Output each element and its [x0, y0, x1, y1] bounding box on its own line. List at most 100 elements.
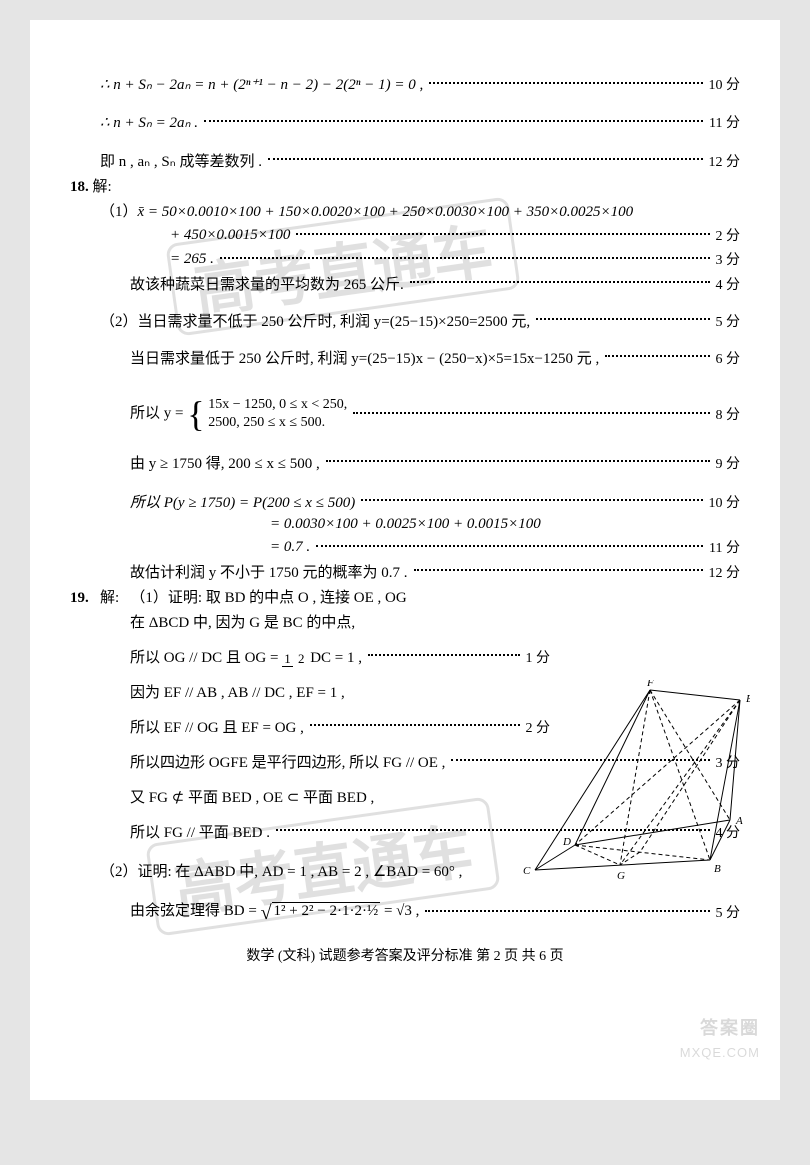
- q18-p1-l3-score: 3 分: [716, 249, 741, 269]
- dots: [268, 157, 703, 160]
- q19-l10-score: 5 分: [716, 902, 741, 922]
- geometry-diagram: FEADBCG: [520, 680, 750, 880]
- q18-p2-l1-score: 5 分: [716, 311, 741, 331]
- sqrt-icon: √: [261, 902, 272, 924]
- q17-l3-math: 即 n , aₙ , Sₙ 成等差数列 .: [100, 150, 262, 171]
- q19-l5-text: 所以 EF // OG 且 EF = OG ,: [130, 716, 304, 737]
- dots: [326, 459, 710, 462]
- q18-p2-l5a-score: 10 分: [709, 492, 741, 512]
- svg-text:B: B: [714, 863, 721, 875]
- q18-p1-l1: （1）x̄ = 50×0.0010×100 + 150×0.0020×100 +…: [70, 200, 740, 221]
- q19-l10: 由余弦定理得 BD = √1² + 2² − 2·1·2·½ = √3 , 5 …: [70, 899, 740, 925]
- q18-p2-l6-score: 12 分: [709, 562, 741, 582]
- q18-p2-l5c-score: 11 分: [709, 537, 740, 557]
- dots: [316, 544, 703, 547]
- svg-text:A: A: [735, 815, 743, 827]
- q17-l1-score: 10 分: [709, 74, 741, 94]
- q18-p1-prefix: （1）: [100, 204, 138, 220]
- page-footer: 数学 (文科) 试题参考答案及评分标准 第 2 页 共 6 页: [70, 945, 740, 965]
- q17-l1-math: ∴ n + Sₙ − 2aₙ = n + (2ⁿ⁺¹ − n − 2) − 2(…: [100, 75, 423, 94]
- q19-l2-text: 在 ΔBCD 中, 因为 G 是 BC 的中点,: [130, 611, 355, 632]
- q18-p1-l2: + 450×0.0015×100 2 分: [70, 225, 740, 245]
- dots: [410, 280, 710, 283]
- q19-l8-text: 所以 FG // 平面 BED .: [130, 821, 270, 842]
- q18-p2-l4: 由 y ≥ 1750 得, 200 ≤ x ≤ 500 , 9 分: [70, 452, 740, 473]
- q18-p1-l4-text: 故该种蔬菜日需求量的平均数为 265 公斤.: [130, 273, 404, 294]
- q18-p2-l2-score: 6 分: [716, 348, 741, 368]
- q17-line1: ∴ n + Sₙ − 2aₙ = n + (2ⁿ⁺¹ − n − 2) − 2(…: [70, 74, 740, 94]
- q19-l2: 在 ΔBCD 中, 因为 G 是 BC 的中点,: [70, 611, 740, 632]
- q18-p2-l6-text: 故估计利润 y 不小于 1750 元的概率为 0.7 .: [130, 561, 408, 582]
- q18-p2-l2-text: 当日需求量低于 250 公斤时, 利润 y=(25−15)x − (250−x)…: [130, 347, 599, 368]
- q18-header: 18. 解:: [70, 175, 740, 196]
- dots: [220, 256, 710, 259]
- q19-l5: 所以 EF // OG 且 EF = OG , 2 分: [70, 716, 550, 737]
- q18-p2-l5c-text: = 0.7 .: [270, 539, 310, 556]
- q18-case2: 2500, 250 ≤ x ≤ 500.: [208, 415, 325, 430]
- dots: [353, 411, 709, 414]
- q18-p2-l5b-text: = 0.0030×100 + 0.0025×100 + 0.0015×100: [270, 516, 541, 533]
- q19-l10-post: = √3 ,: [384, 903, 419, 919]
- q19-l4-text: 因为 EF // AB , AB // DC , EF = 1 ,: [130, 681, 345, 702]
- corner-watermark-a: 答案圈: [700, 1014, 760, 1040]
- q19-l3-post: DC = 1 ,: [310, 650, 362, 666]
- q18-case1: 15x − 1250, 0 ≤ x < 250,: [208, 397, 347, 412]
- dots: [429, 81, 702, 84]
- q19-l3-score: 1 分: [526, 647, 551, 667]
- q18-p2-l5b: = 0.0030×100 + 0.0025×100 + 0.0015×100: [70, 516, 740, 533]
- q19-header: 19. 解: （1）证明: 取 BD 的中点 O , 连接 OE , OG: [70, 586, 740, 607]
- q18-p2-l4-score: 9 分: [716, 453, 741, 473]
- q19-p2-prefix: （2）证明: 在 ΔABD 中, AD = 1 , AB = 2 , ∠BAD …: [100, 860, 462, 881]
- q18-cases-score: 8 分: [716, 404, 741, 424]
- q17-line3: 即 n , aₙ , Sₙ 成等差数列 . 12 分: [70, 150, 740, 171]
- fraction-icon: 1 2: [282, 652, 306, 666]
- q18-p1-l2-score: 2 分: [716, 225, 741, 245]
- dots: [361, 498, 702, 501]
- dots: [296, 232, 709, 235]
- dots: [310, 723, 520, 726]
- q18-p2-l1-text: 当日需求量不低于 250 公斤时, 利润 y=(25−15)×250=2500 …: [138, 314, 531, 330]
- q18-p2-l6: 故估计利润 y 不小于 1750 元的概率为 0.7 . 12 分: [70, 561, 740, 582]
- q19-num: 19.: [70, 590, 89, 606]
- svg-text:F: F: [646, 680, 654, 689]
- q18-p2-l5c: = 0.7 . 11 分: [70, 537, 740, 557]
- q19-l3: 所以 OG // DC 且 OG = 1 2 DC = 1 , 1 分: [70, 646, 550, 667]
- q17-l2-score: 11 分: [709, 112, 740, 132]
- dots: [425, 909, 709, 912]
- q17-l2-math: ∴ n + Sₙ = 2aₙ .: [100, 113, 198, 132]
- q18-p1-l2-math: + 450×0.0015×100: [170, 227, 290, 244]
- q18-p1-l3: = 265 . 3 分: [70, 249, 740, 269]
- svg-text:E: E: [745, 693, 750, 705]
- dots: [536, 317, 709, 320]
- q19-l10-pre: 由余弦定理得 BD =: [130, 903, 261, 919]
- frac-num: 1: [282, 651, 293, 667]
- dots: [605, 354, 709, 357]
- q18-p1-l4-score: 4 分: [716, 274, 741, 294]
- q18-p2-l2: 当日需求量低于 250 公斤时, 利润 y=(25−15)x − (250−x)…: [70, 347, 740, 368]
- q17-l3-score: 12 分: [709, 151, 741, 171]
- q18-num: 18.: [70, 179, 89, 195]
- dots: [414, 568, 703, 571]
- q19-l6-text: 所以四边形 OGFE 是平行四边形, 所以 FG // OE ,: [130, 751, 445, 772]
- corner-watermark-b: MXQE.COM: [680, 1045, 760, 1060]
- frac-den: 2: [296, 651, 307, 666]
- q18-p2-l5a: 所以 P(y ≥ 1750) = P(200 ≤ x ≤ 500) 10 分: [70, 491, 740, 512]
- brace-icon: {: [187, 396, 204, 432]
- q18-p2-l4-text: 由 y ≥ 1750 得, 200 ≤ x ≤ 500 ,: [130, 452, 320, 473]
- svg-text:D: D: [562, 836, 571, 848]
- q18-p2-prefix: （2）: [100, 314, 138, 330]
- dots: [204, 119, 703, 122]
- q18-p2-l1: （2）当日需求量不低于 250 公斤时, 利润 y=(25−15)×250=25…: [70, 310, 740, 331]
- q18-p1-l1-math: x̄ = 50×0.0010×100 + 150×0.0020×100 + 25…: [138, 204, 634, 220]
- page: 高考直通车 高考直通车 ∴ n + Sₙ − 2aₙ = n + (2ⁿ⁺¹ −…: [30, 20, 780, 1100]
- q19-l10-sqrt: 1² + 2² − 2·1·2·½: [272, 902, 381, 919]
- q17-line2: ∴ n + Sₙ = 2aₙ . 11 分: [70, 112, 740, 132]
- q18-p1-l4: 故该种蔬菜日需求量的平均数为 265 公斤. 4 分: [70, 273, 740, 294]
- q19-l7-text: 又 FG ⊄ 平面 BED , OE ⊂ 平面 BED ,: [130, 786, 374, 807]
- dots: [368, 653, 519, 656]
- q19-label: 解:: [100, 590, 119, 606]
- q19-p1-prefix: （1）证明: 取 BD 的中点 O , 连接 OE , OG: [130, 590, 406, 606]
- q19-l3-pre: 所以 OG // DC 且 OG =: [130, 650, 282, 666]
- q18-label: 解:: [93, 179, 112, 195]
- svg-text:C: C: [523, 865, 531, 877]
